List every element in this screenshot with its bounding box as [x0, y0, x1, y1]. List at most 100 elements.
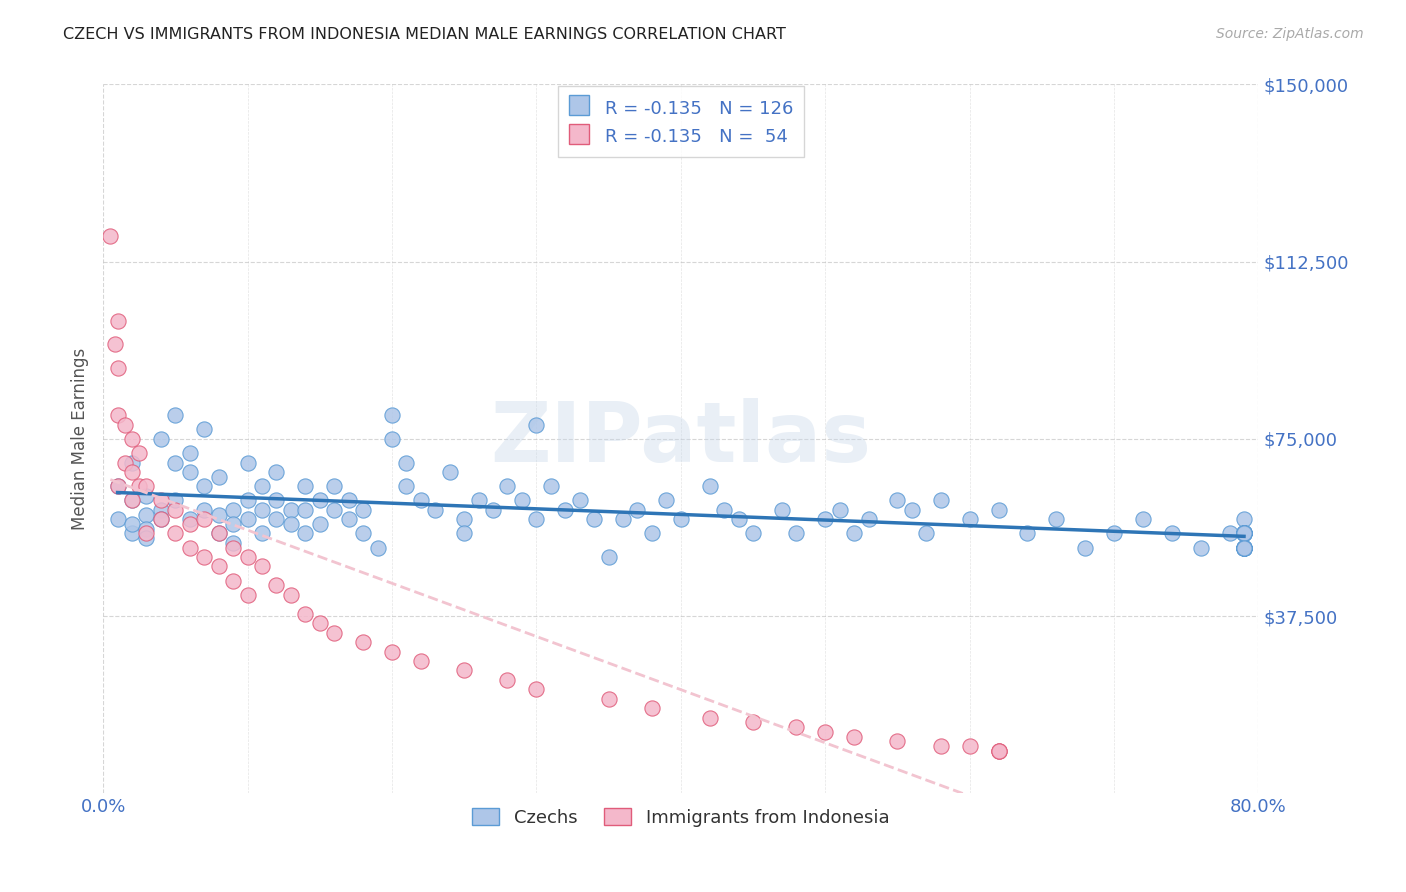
Point [929, 739, 952, 753]
Point [1233, 526, 1256, 541]
Point [409, 654, 432, 668]
Point [250, 479, 273, 493]
Point [886, 734, 908, 748]
Point [222, 574, 245, 588]
Point [1233, 526, 1256, 541]
Point [828, 503, 851, 517]
Point [149, 503, 172, 517]
Point [510, 493, 533, 508]
Point [294, 479, 316, 493]
Point [742, 715, 765, 730]
Point [352, 526, 374, 541]
Point [308, 616, 330, 631]
Point [381, 432, 404, 446]
Point [886, 493, 908, 508]
Point [467, 493, 489, 508]
Point [236, 588, 259, 602]
Point [858, 512, 880, 526]
Point [114, 456, 136, 470]
Point [236, 512, 259, 526]
Point [929, 493, 952, 508]
Point [641, 701, 664, 715]
Point [1233, 541, 1256, 555]
Point [121, 432, 143, 446]
Point [1102, 526, 1125, 541]
Point [222, 503, 245, 517]
Point [1074, 541, 1097, 555]
Point [583, 512, 606, 526]
Point [901, 503, 924, 517]
Point [222, 541, 245, 555]
Point [165, 409, 187, 423]
Point [1233, 541, 1256, 555]
Point [727, 512, 749, 526]
Point [699, 479, 721, 493]
Point [1233, 526, 1256, 541]
Point [222, 516, 245, 531]
Point [814, 512, 837, 526]
Point [1233, 541, 1256, 555]
Point [1045, 512, 1067, 526]
Point [482, 503, 505, 517]
Point [598, 691, 620, 706]
Text: Source: ZipAtlas.com: Source: ZipAtlas.com [1216, 27, 1364, 41]
Point [280, 588, 302, 602]
Point [337, 493, 360, 508]
Point [165, 526, 187, 541]
Point [959, 739, 981, 753]
Point [250, 559, 273, 574]
Point [266, 512, 288, 526]
Point [641, 526, 664, 541]
Point [208, 559, 231, 574]
Point [149, 493, 172, 508]
Point [987, 744, 1010, 758]
Point [1189, 541, 1212, 555]
Point [1233, 526, 1256, 541]
Point [742, 526, 765, 541]
Point [179, 541, 201, 555]
Point [98, 228, 121, 243]
Legend: Czechs, Immigrants from Indonesia: Czechs, Immigrants from Indonesia [465, 801, 897, 834]
Point [713, 503, 735, 517]
Point [149, 512, 172, 526]
Point [121, 465, 143, 479]
Text: ZIPatlas: ZIPatlas [491, 399, 872, 479]
Point [1017, 526, 1039, 541]
Point [135, 531, 157, 545]
Point [1233, 526, 1256, 541]
Point [149, 512, 172, 526]
Point [280, 516, 302, 531]
Point [208, 469, 231, 483]
Point [193, 503, 215, 517]
Point [842, 526, 865, 541]
Point [1219, 526, 1241, 541]
Point [1233, 541, 1256, 555]
Point [425, 503, 447, 517]
Point [1233, 541, 1256, 555]
Point [266, 493, 288, 508]
Point [323, 479, 346, 493]
Point [121, 493, 143, 508]
Point [1233, 541, 1256, 555]
Point [135, 479, 157, 493]
Point [179, 446, 201, 460]
Point [121, 526, 143, 541]
Point [1233, 526, 1256, 541]
Point [114, 417, 136, 432]
Point [193, 549, 215, 564]
Point [524, 682, 547, 697]
Point [107, 361, 129, 376]
Point [626, 503, 648, 517]
Point [381, 644, 404, 658]
Point [165, 493, 187, 508]
Point [1160, 526, 1182, 541]
Point [236, 493, 259, 508]
Point [266, 465, 288, 479]
Point [554, 503, 576, 517]
Point [439, 465, 461, 479]
Point [308, 516, 330, 531]
Point [1233, 526, 1256, 541]
Point [179, 465, 201, 479]
Point [352, 503, 374, 517]
Point [294, 526, 316, 541]
